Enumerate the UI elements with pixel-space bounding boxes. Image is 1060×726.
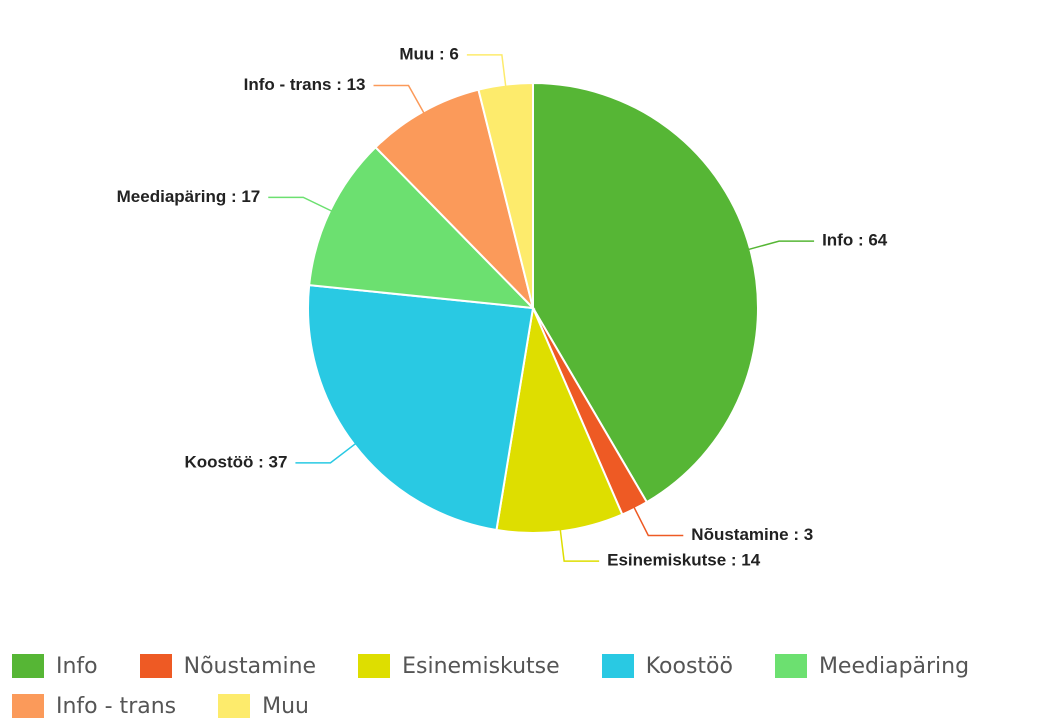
- legend-label: Koostöö: [645, 653, 733, 679]
- leader-line: [466, 54, 507, 87]
- data-label: Koostöö : 37: [184, 452, 287, 471]
- leader-line: [268, 196, 333, 212]
- data-label: Info - trans : 13: [244, 75, 366, 94]
- legend-label: Muu: [262, 693, 309, 719]
- pie-slice: [307, 283, 535, 532]
- chart: Info : 64 Nõustamine : 3 Esinemiskutse : 1…: [117, 44, 888, 570]
- legend-label: Info: [56, 653, 98, 679]
- legend-label: Meediapäring: [818, 653, 970, 679]
- legend-swatch: [601, 654, 634, 678]
- leader-line: [748, 240, 815, 251]
- legend: Info Nõustamine Esinemiskutse Koostöö Meedia…: [12, 652, 1058, 720]
- data-label: Info : 64: [822, 231, 888, 250]
- data-label: Nõustamine : 3: [691, 525, 813, 544]
- legend-label: Info - trans: [56, 693, 177, 719]
- leader-line: [295, 442, 357, 464]
- legend-swatch: [774, 654, 807, 678]
- legend-swatch: [12, 654, 44, 678]
- legend-item: Muu: [218, 692, 309, 720]
- leader-line: [373, 84, 425, 114]
- leader-line: [559, 529, 600, 562]
- legend-swatch: [218, 694, 251, 718]
- legend-item: Koostöö: [601, 652, 733, 680]
- legend-swatch: [12, 694, 44, 718]
- legend-swatch: [358, 654, 391, 678]
- data-label: Esinemiskutse : 14: [607, 551, 761, 570]
- legend-item: Meediapäring: [774, 652, 970, 680]
- legend-label: Esinemiskutse: [402, 653, 560, 679]
- legend-label: Nõustamine: [183, 653, 317, 679]
- legend-swatch: [139, 654, 172, 678]
- legend-item: Info: [12, 652, 98, 680]
- legend-item: Nõustamine: [139, 652, 317, 680]
- legend-item: Info - trans: [12, 692, 176, 720]
- leader-line: [633, 506, 684, 537]
- data-label: Muu : 6: [399, 44, 459, 63]
- legend-item: Esinemiskutse: [358, 652, 560, 680]
- data-label: Meediapäring : 17: [117, 187, 261, 206]
